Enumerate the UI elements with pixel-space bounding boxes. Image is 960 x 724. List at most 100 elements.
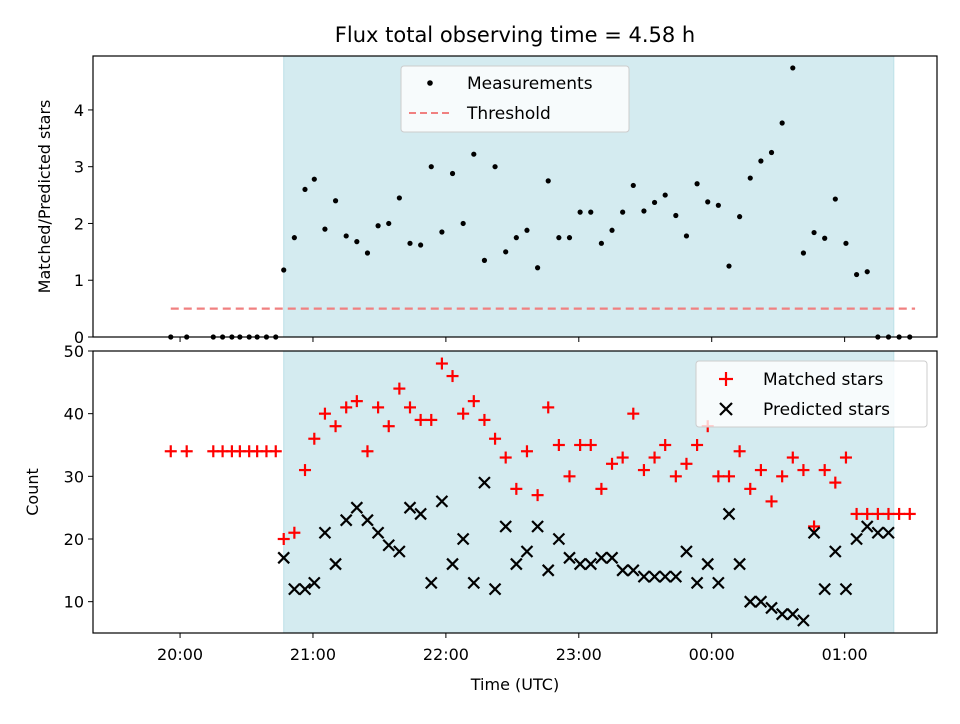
top-y-axis: 0 1 2 3 4: [74, 101, 93, 347]
predicted-stars-point: [393, 545, 406, 558]
measurement-point: [396, 195, 402, 201]
measurement-point: [715, 202, 721, 208]
top-y-tick-label: 4: [74, 101, 84, 120]
measurement-point: [747, 175, 753, 181]
x-tick-label: 01:00: [822, 645, 868, 664]
measurement-point: [832, 196, 838, 202]
measurement-point: [790, 65, 796, 71]
predicted-stars-point: [829, 545, 842, 558]
matched-stars-point: [754, 464, 767, 477]
matched-stars-point: [786, 451, 799, 464]
matched-stars-point: [269, 445, 282, 458]
measurement-point: [332, 198, 339, 204]
predicted-stars-point: [860, 520, 874, 533]
measurement-point: [364, 250, 371, 256]
matched-stars-point: [691, 439, 704, 451]
matched-stars-point: [712, 470, 725, 483]
predicted-stars-point: [510, 557, 523, 571]
matched-stars-point: [298, 464, 311, 477]
predicted-stars-point: [658, 570, 672, 583]
predicted-stars-point: [595, 551, 608, 565]
measurement-point: [492, 164, 498, 170]
x-tick-label: 20:00: [157, 645, 203, 664]
predicted-stars-point: [541, 564, 555, 577]
measurement-point: [471, 151, 477, 157]
matched-stars-point: [563, 470, 576, 483]
legend-label-matched: Matched stars: [763, 370, 883, 390]
measurement-point: [534, 265, 541, 271]
predicted-stars-point: [414, 507, 427, 521]
matched-stars-point: [531, 489, 544, 502]
matched-stars-point: [552, 439, 565, 451]
bottom-y-tick-label: 20: [64, 530, 84, 549]
matched-stars-point: [680, 457, 693, 470]
predicted-stars-point: [350, 501, 364, 514]
predicted-stars-point: [669, 570, 683, 583]
measurement-point: [843, 240, 849, 246]
legend-marker-measurements: [427, 80, 433, 86]
bottom-plot-frame: [92, 350, 938, 634]
predicted-stars-point: [807, 526, 821, 540]
matched-stars-point: [372, 401, 385, 414]
predicted-stars-point: [616, 564, 629, 577]
matched-stars-point: [765, 495, 778, 508]
predicted-stars-point: [743, 595, 757, 608]
matched-stars-point: [850, 507, 863, 520]
predicted-stars-point: [573, 557, 587, 571]
top-series-layer: [168, 65, 916, 340]
predicted-stars-point: [754, 595, 768, 608]
matched-stars-point: [350, 395, 363, 408]
matched-stars-point: [871, 507, 884, 520]
measurement-point: [343, 233, 349, 239]
predicted-stars-point: [456, 532, 470, 546]
top-legend: Measurements Threshold: [400, 65, 630, 133]
predicted-stars-point: [722, 507, 736, 521]
measurement-point: [566, 235, 573, 241]
bottom-legend-box: [695, 360, 928, 428]
predicted-stars-point: [499, 520, 512, 533]
predicted-stars-point: [329, 557, 342, 571]
matched-stars-point: [361, 445, 374, 458]
matched-stars-point: [340, 401, 353, 414]
matched-stars-point: [733, 445, 746, 458]
measurement-point: [758, 158, 764, 164]
bottom-series-layer: [164, 357, 916, 627]
matched-stars-point: [180, 445, 193, 458]
matched-stars-point: [893, 507, 906, 520]
matched-stars-point: [510, 482, 523, 495]
matched-stars-point: [584, 439, 597, 451]
predicted-stars-point: [308, 576, 321, 590]
matched-stars-point: [744, 482, 757, 495]
matched-stars-point: [435, 357, 448, 370]
x-tick-label: 00:00: [689, 645, 735, 664]
bottom-panel: 10 20 30 40 50 20:00 21:00 22:00 23:00 00:00 01:0…: [23, 342, 938, 694]
top-plot-frame: [92, 55, 938, 338]
measurement-point: [864, 269, 870, 275]
measurement-point: [545, 178, 551, 184]
matched-stars-point: [669, 470, 682, 483]
measurement-point: [853, 271, 860, 278]
measurement-point: [822, 235, 828, 241]
predicted-stars-point: [478, 476, 491, 489]
matched-stars-point: [627, 407, 640, 420]
measurement-point: [375, 223, 381, 229]
measurement-point: [737, 214, 743, 220]
predicted-stars-point: [288, 582, 301, 596]
measurement-point: [281, 267, 287, 273]
predicted-stars-point: [277, 551, 291, 565]
measurement-point: [556, 235, 562, 241]
predicted-stars-point: [531, 520, 544, 533]
measurement-point: [407, 240, 413, 246]
top-y-tick-label: 0: [74, 328, 84, 347]
predicted-stars-point: [424, 576, 438, 590]
predicted-stars-point: [797, 614, 810, 627]
bottom-y-tick-label: 50: [64, 342, 84, 361]
measurement-point: [291, 235, 297, 241]
predicted-stars-point: [690, 576, 704, 590]
matched-stars-point: [829, 476, 842, 489]
matched-stars-point: [574, 439, 587, 451]
matched-stars-point: [659, 439, 672, 451]
predicted-stars-point: [733, 557, 746, 571]
predicted-stars-point: [648, 570, 661, 583]
predicted-stars-point: [871, 526, 885, 540]
